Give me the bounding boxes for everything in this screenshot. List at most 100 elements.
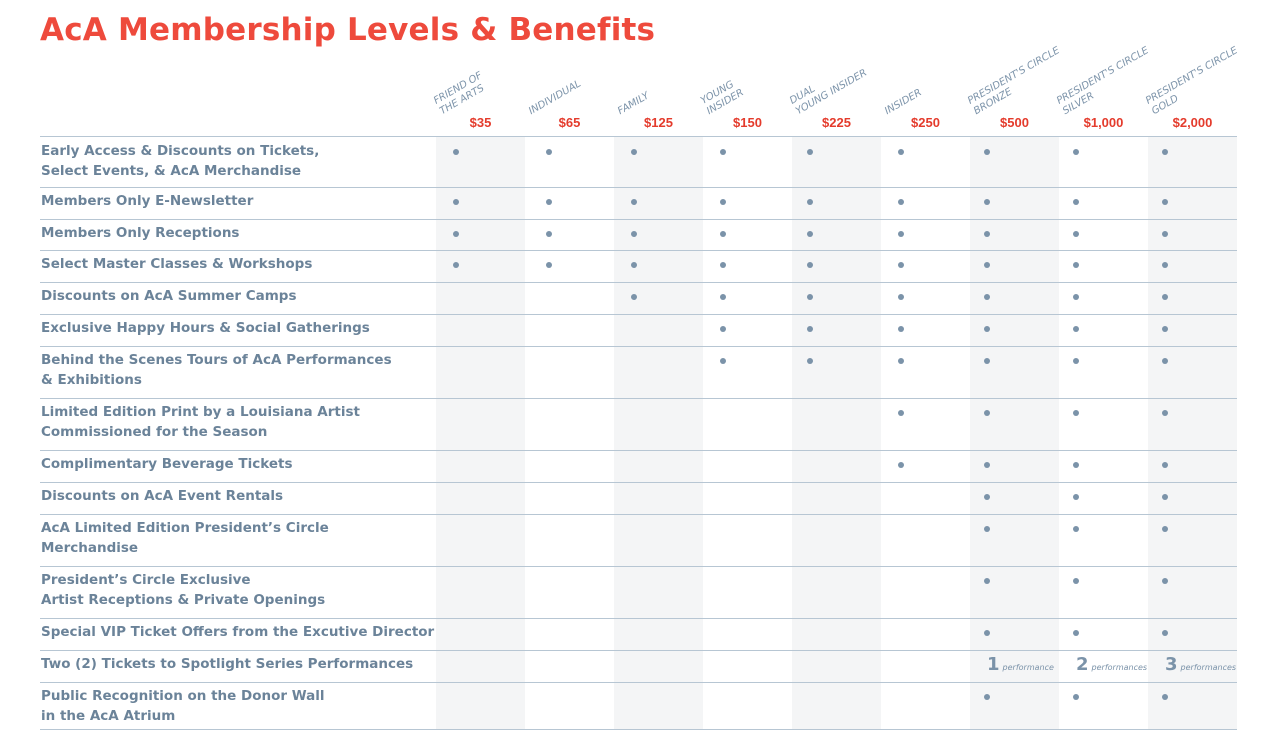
benefit-included-dot (1073, 494, 1079, 500)
benefit-label-line: Complimentary Beverage Tickets (41, 456, 293, 472)
benefit-included-dot (1073, 358, 1079, 364)
benefit-included-dot (984, 462, 990, 468)
tier-name-line: INDIVIDUAL (527, 78, 584, 118)
tier-name: INSIDER (883, 87, 924, 118)
column-shade (970, 137, 1059, 729)
performance-word: performances (1180, 663, 1237, 672)
benefit-label: President’s Circle Exclusive Artist Recep… (41, 570, 325, 610)
benefit-included-dot (1073, 231, 1079, 237)
benefit-included-dot (807, 358, 813, 364)
benefit-label-line: Discounts on AcA Summer Camps (41, 288, 297, 304)
benefit-included-dot (1073, 149, 1079, 155)
tier-name: FRIEND OF THE ARTS (432, 70, 491, 118)
performance-number: 1 (987, 654, 1000, 675)
tier-price: $225 (822, 115, 851, 130)
benefit-label: Early Access & Discounts on Tickets, Sele… (41, 141, 319, 181)
benefit-label: Complimentary Beverage Tickets (41, 454, 293, 474)
benefit-label-line: AcA Limited Edition President’s Circle (41, 520, 329, 536)
row-divider (40, 398, 1237, 399)
benefit-included-dot (1162, 578, 1168, 584)
performance-count: 1 performance (987, 654, 1054, 675)
row-divider (40, 450, 1237, 451)
benefit-included-dot (546, 231, 552, 237)
benefit-label-line: Limited Edition Print by a Louisiana Art… (41, 404, 360, 420)
benefit-label-line: Artist Receptions & Private Openings (41, 592, 326, 608)
benefit-included-dot (720, 326, 726, 332)
benefit-included-dot (1162, 358, 1168, 364)
benefit-label-line: Public Recognition on the Donor Wall (41, 688, 325, 704)
benefit-included-dot (898, 262, 904, 268)
benefit-included-dot (1073, 578, 1079, 584)
benefit-included-dot (1073, 630, 1079, 636)
tier-name-line: INSIDER (883, 87, 924, 118)
benefit-label: Public Recognition on the Donor Wall in t… (41, 686, 325, 726)
tier-name: PRESIDENT'S CIRCLE SILVER (1055, 45, 1157, 118)
benefit-included-dot (1162, 326, 1168, 332)
benefit-label: Limited Edition Print by a Louisiana Art… (41, 402, 360, 442)
tier-price: $65 (558, 115, 581, 130)
row-divider (40, 514, 1237, 515)
row-divider (40, 618, 1237, 619)
benefit-included-dot (898, 149, 904, 155)
benefit-label: Members Only E-Newsletter (41, 191, 253, 211)
page-title: AcA Membership Levels & Benefits (40, 12, 656, 48)
row-divider (40, 282, 1237, 283)
performance-number: 2 (1076, 654, 1089, 675)
benefit-label: Discounts on AcA Event Rentals (41, 486, 283, 506)
tier-name: PRESIDENT'S CIRCLE GOLD (1144, 45, 1246, 118)
benefit-label: Members Only Receptions (41, 223, 239, 243)
benefit-included-dot (1073, 410, 1079, 416)
benefit-included-dot (1162, 462, 1168, 468)
benefit-label-line: & Exhibitions (41, 372, 142, 388)
benefit-included-dot (1073, 326, 1079, 332)
row-divider (40, 187, 1237, 188)
benefit-label-line: Select Events, & AcA Merchandise (41, 163, 302, 179)
performance-count: 2 performances (1076, 654, 1147, 675)
column-shade (436, 137, 525, 729)
benefit-label: Exclusive Happy Hours & Social Gathering… (41, 318, 370, 338)
benefit-included-dot (1073, 199, 1079, 205)
benefit-included-dot (720, 149, 726, 155)
benefit-included-dot (1073, 262, 1079, 268)
benefit-included-dot (720, 294, 726, 300)
benefit-included-dot (984, 149, 990, 155)
tier-header: PRESIDENT'S CIRCLE GOLD (1144, 45, 1276, 118)
row-divider (40, 729, 1237, 730)
benefit-included-dot (453, 231, 459, 237)
benefit-included-dot (631, 231, 637, 237)
benefit-included-dot (631, 149, 637, 155)
row-divider (40, 566, 1237, 567)
benefit-included-dot (546, 199, 552, 205)
benefit-included-dot (898, 231, 904, 237)
tier-price: $35 (469, 115, 492, 130)
row-divider (40, 482, 1237, 483)
benefit-included-dot (453, 262, 459, 268)
benefit-included-dot (807, 149, 813, 155)
benefit-included-dot (898, 294, 904, 300)
benefit-label-line: Discounts on AcA Event Rentals (41, 488, 284, 504)
benefit-included-dot (1162, 494, 1168, 500)
benefit-included-dot (807, 326, 813, 332)
benefit-label-line: Exclusive Happy Hours & Social Gathering… (41, 320, 370, 336)
benefit-included-dot (546, 262, 552, 268)
benefit-label-line: Two (2) Tickets to Spotlight Series Perf… (41, 656, 414, 672)
row-divider (40, 219, 1237, 220)
benefit-label: Select Master Classes & Workshops (41, 254, 312, 274)
benefit-label: Special VIP Ticket Offers from the Excut… (41, 622, 434, 642)
row-divider (40, 346, 1237, 347)
benefit-included-dot (1162, 410, 1168, 416)
benefit-label-line: Merchandise (41, 540, 139, 556)
tier-price: $250 (911, 115, 940, 130)
benefit-included-dot (1073, 462, 1079, 468)
benefit-included-dot (984, 199, 990, 205)
header-divider (40, 136, 1237, 137)
benefit-included-dot (1162, 526, 1168, 532)
benefit-included-dot (1162, 694, 1168, 700)
tier-price: $150 (733, 115, 762, 130)
benefit-included-dot (1162, 231, 1168, 237)
benefit-included-dot (984, 494, 990, 500)
benefit-included-dot (1073, 294, 1079, 300)
benefit-included-dot (720, 231, 726, 237)
benefit-label: AcA Limited Edition President’s Circle Me… (41, 518, 329, 558)
benefit-included-dot (807, 231, 813, 237)
